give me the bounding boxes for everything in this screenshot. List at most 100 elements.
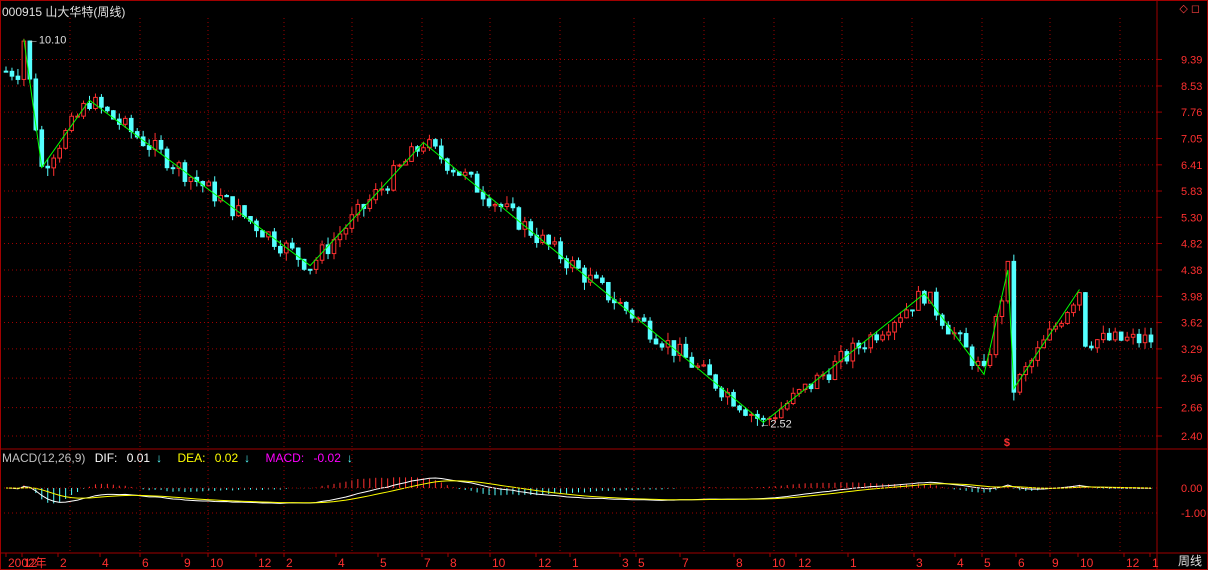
candle-body xyxy=(987,354,993,367)
date-tick-label: 8 xyxy=(736,556,743,570)
candle-body xyxy=(1142,334,1148,344)
candle-body xyxy=(391,165,396,191)
date-tick-label: 9 xyxy=(184,556,191,570)
candle-body xyxy=(558,241,563,260)
candle-body xyxy=(1089,345,1094,349)
candle-body xyxy=(146,145,152,150)
candle-body xyxy=(1005,260,1011,302)
date-tick-label: 12 xyxy=(24,556,38,570)
candle-body xyxy=(99,96,104,108)
low-price-label: ←2.52 xyxy=(759,419,791,431)
candle-body xyxy=(957,332,963,335)
candle-body xyxy=(122,117,128,125)
candle-body xyxy=(87,102,92,109)
price-tick-label: 7.05 xyxy=(1181,134,1202,146)
date-tick-label: 2 xyxy=(286,556,293,570)
dif-label: DIF: xyxy=(94,451,118,465)
candle-body xyxy=(641,317,647,322)
candle-body xyxy=(934,291,939,316)
candle-body xyxy=(1083,292,1088,347)
candle-body xyxy=(224,194,229,198)
candle-body xyxy=(868,334,874,349)
candle-body xyxy=(981,360,987,367)
price-tick-label: 4.38 xyxy=(1181,265,1202,277)
date-tick-label: 12 xyxy=(798,556,812,570)
candle-body xyxy=(289,242,295,249)
candle-body xyxy=(856,342,862,349)
date-tick-label: 1 xyxy=(1152,556,1159,570)
dea-label: DEA: xyxy=(177,451,206,465)
candle-body xyxy=(653,338,659,345)
price-tick-label: 9.39 xyxy=(1181,54,1202,66)
candle-body xyxy=(594,274,599,279)
date-tick-label: 10 xyxy=(210,556,224,570)
stock-name: 山大华特 xyxy=(45,5,94,19)
candle-body xyxy=(838,351,844,362)
candle-body xyxy=(486,198,492,207)
candle-body xyxy=(898,317,903,323)
candle-body xyxy=(928,291,933,304)
date-tick-label: 9 xyxy=(1052,556,1059,570)
candle-body xyxy=(826,374,832,381)
candle-body xyxy=(528,221,534,236)
candle-body xyxy=(1148,334,1154,343)
date-tick-label: 10 xyxy=(492,556,506,570)
candle-body xyxy=(832,360,838,381)
high-price-label: ←10.10 xyxy=(28,34,67,46)
candle-body xyxy=(1118,331,1124,341)
candle-body xyxy=(546,234,551,245)
candle-body xyxy=(421,147,426,152)
candle-body xyxy=(862,347,868,350)
candle-body xyxy=(170,167,176,170)
candle-body xyxy=(1100,332,1106,341)
price-tick-label: 4.82 xyxy=(1181,239,1202,251)
price-tick-label: 2.66 xyxy=(1181,403,1202,415)
candle-body xyxy=(904,309,909,319)
candle-body xyxy=(1124,336,1130,341)
stock-code: 000915 xyxy=(2,5,43,19)
date-tick-label: 1 xyxy=(572,556,579,570)
candle-body xyxy=(1059,322,1064,327)
candle-body xyxy=(1065,312,1070,324)
macd-header: MACD(12,26,9) DIF: 0.01 ↓ DEA: 0.02 ↓ MACD… xyxy=(2,451,365,465)
candle-body xyxy=(3,70,9,73)
candle-body xyxy=(761,417,766,420)
macd-tick-label: -1.00 xyxy=(1181,508,1206,520)
candle-body xyxy=(433,139,438,147)
dea-line xyxy=(5,480,1152,504)
dea-arrow-icon: ↓ xyxy=(244,451,251,465)
macd-params: MACD(12,26,9) xyxy=(2,451,86,465)
candle-body xyxy=(1136,333,1142,344)
date-tick-label: 10 xyxy=(772,556,786,570)
candle-body xyxy=(15,75,21,80)
candle-body xyxy=(492,203,498,207)
candle-body xyxy=(397,164,402,167)
candle-body xyxy=(772,417,778,420)
candle-body xyxy=(158,139,164,150)
candle-body xyxy=(564,258,569,269)
candle-body xyxy=(325,244,331,255)
candle-body xyxy=(313,259,319,270)
price-tick-label: 2.96 xyxy=(1181,373,1202,385)
date-tick-label: 4 xyxy=(338,556,345,570)
dif-arrow-icon: ↓ xyxy=(156,451,163,465)
candle-body xyxy=(1011,260,1017,393)
price-tick-label: 6.41 xyxy=(1181,160,1202,172)
candle-body xyxy=(462,171,468,176)
candle-body xyxy=(367,199,373,209)
period-tab[interactable]: 周线 xyxy=(1177,554,1202,568)
candle-body xyxy=(749,413,754,416)
candle-body xyxy=(606,281,611,301)
candle-body xyxy=(743,409,748,416)
candle-body xyxy=(93,96,98,109)
candle-body xyxy=(993,315,999,356)
candle-body xyxy=(659,343,665,348)
window-control-icons[interactable]: ◇ ◻ xyxy=(1179,3,1200,15)
candle-body xyxy=(81,102,86,117)
candle-body xyxy=(57,147,62,159)
candle-body xyxy=(510,203,516,209)
candle-body xyxy=(737,405,742,411)
candle-body xyxy=(474,173,480,193)
date-tick-label: 4 xyxy=(957,556,964,570)
